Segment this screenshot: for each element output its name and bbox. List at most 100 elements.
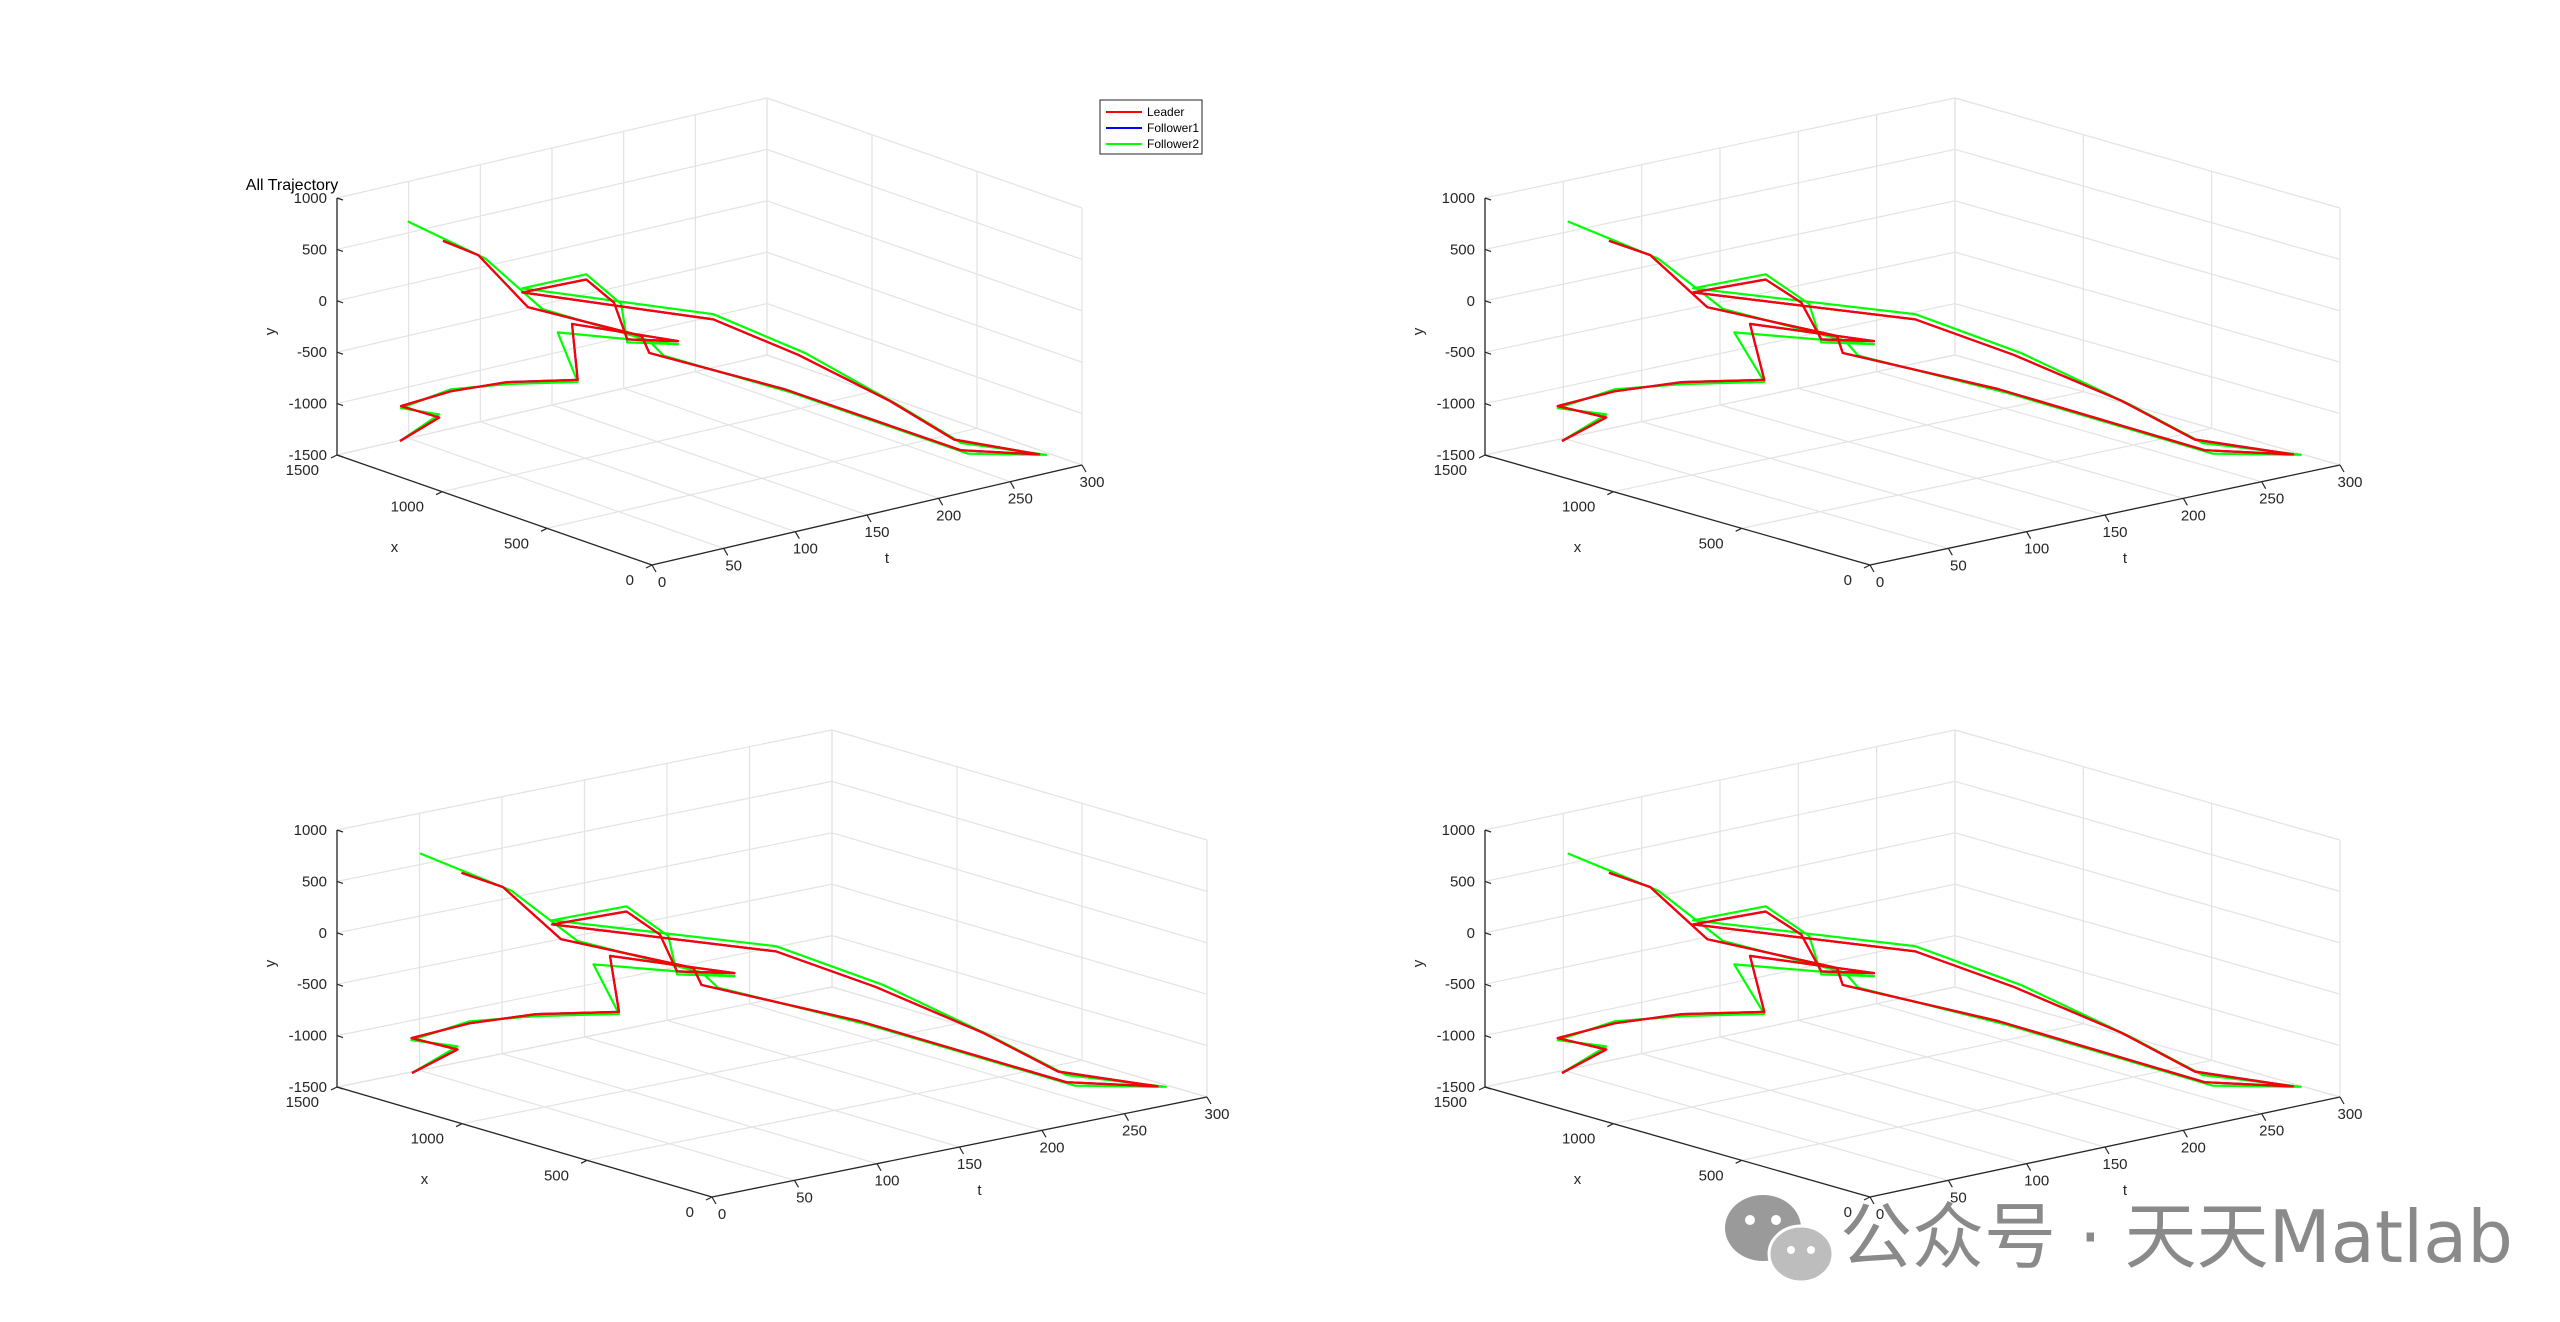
grid-line <box>336 303 768 405</box>
x-tick-label: 0 <box>1844 1204 1852 1221</box>
grid-line <box>336 729 833 831</box>
x-tick-label: 1500 <box>286 1094 319 1111</box>
x-tick <box>1735 527 1742 532</box>
grid-line <box>1954 251 2341 363</box>
grid-line <box>1954 200 2341 312</box>
grid-line <box>766 148 1083 260</box>
grid-line <box>1484 148 1956 250</box>
x-tick <box>580 1159 588 1164</box>
t-tick-label: 200 <box>936 507 961 524</box>
grid-line <box>623 387 939 499</box>
y-tick <box>336 1086 344 1090</box>
grid-line <box>766 97 1083 209</box>
x-axis-label: x <box>1574 1171 1582 1188</box>
grid-line <box>1484 354 1956 456</box>
grid-line <box>1954 303 2341 415</box>
x-tick-label: 1500 <box>286 462 319 479</box>
grid-line <box>1954 148 2341 260</box>
x-tick-label: 1000 <box>1562 499 1595 516</box>
grid-line <box>1641 421 2027 533</box>
legend: Leader Follower1 Follower2 <box>1099 99 1203 155</box>
t-tick-label: 100 <box>793 541 818 558</box>
series-leader <box>399 239 1041 456</box>
grid-line <box>831 780 1208 892</box>
t-tick-label: 250 <box>1008 491 1033 508</box>
x-tick-label: 500 <box>544 1167 569 1184</box>
t-tick-label: 200 <box>2181 1139 2206 1156</box>
y-axis-label: y <box>1410 959 1427 967</box>
t-tick-label: 250 <box>2259 1123 2284 1140</box>
y-tick-label: 500 <box>1450 241 1475 258</box>
grid-lines <box>1484 97 2341 566</box>
y-tick-label: 500 <box>1450 873 1475 890</box>
grid-line <box>1741 1059 2212 1161</box>
y-tick <box>1484 197 1492 201</box>
series-follower1 <box>1556 871 2295 1088</box>
x-axis-line <box>336 1086 713 1198</box>
x-tick-label: 500 <box>504 535 529 552</box>
t-tick <box>1869 1196 1875 1205</box>
t-tick <box>1947 1180 1953 1188</box>
y-tick-label: 1000 <box>1442 190 1475 207</box>
grid-line <box>1484 986 1956 1088</box>
x-tick-label: 1000 <box>411 1131 444 1148</box>
y-tick <box>1484 248 1492 252</box>
t-tick <box>876 1163 882 1171</box>
t-tick-label: 100 <box>2024 1173 2049 1190</box>
y-tick <box>336 983 344 987</box>
t-tick-label: 150 <box>2102 1156 2127 1173</box>
t-tick <box>723 548 729 556</box>
series-follower2 <box>1556 220 2302 456</box>
y-tick <box>1484 983 1492 987</box>
grid-line <box>1719 1036 2106 1148</box>
x-axis-label: x <box>1574 539 1582 556</box>
t-tick-label: 50 <box>1950 1189 1967 1206</box>
grid-line <box>1613 1023 2084 1125</box>
grid-line <box>1954 729 2341 841</box>
grid-line <box>1954 97 2341 209</box>
x-tick <box>330 454 338 459</box>
grid-line <box>766 200 1083 312</box>
y-tick-label: -1500 <box>1437 1079 1475 1096</box>
axes-container: 050100150200250300050010001500-1500-1000… <box>246 97 2363 1223</box>
grid-line <box>1954 832 2341 944</box>
grid-line <box>666 1019 1043 1131</box>
grid-line <box>1954 780 2341 892</box>
y-tick-label: 0 <box>319 925 327 942</box>
t-tick <box>1081 464 1087 473</box>
t-tick-label: 50 <box>796 1189 813 1206</box>
grid-line <box>551 404 868 516</box>
grid-line <box>766 251 1083 363</box>
t-tick <box>2104 1146 2110 1155</box>
grid-line <box>1641 1053 2027 1165</box>
axes-4: 0 50 100 150 200 250 300 0 500 1000 1500-1500 -1000… <box>1410 729 2363 1223</box>
x-tick <box>435 491 443 496</box>
t-tick-label: 0 <box>1876 574 1884 591</box>
t-tick-label: 150 <box>864 524 889 541</box>
y-tick <box>336 197 344 201</box>
t-tick <box>2182 498 2188 506</box>
x-tick <box>1607 1123 1614 1128</box>
x-tick <box>1478 454 1486 459</box>
t-tick-label: 50 <box>725 557 742 574</box>
t-tick-label: 50 <box>1950 557 1967 574</box>
y-tick <box>1484 300 1492 304</box>
t-tick <box>793 1180 800 1188</box>
x-tick <box>705 1196 713 1201</box>
x-tick-label: 1500 <box>1434 1094 1467 1111</box>
t-axis-label: t <box>885 550 890 567</box>
grid-lines <box>336 97 1083 566</box>
t-tick <box>651 564 657 573</box>
grid-line <box>336 97 768 199</box>
t-tick-label: 100 <box>2024 541 2049 558</box>
grid-line <box>1719 404 2106 516</box>
grid-line <box>336 200 768 302</box>
y-tick <box>1484 403 1492 407</box>
t-tick <box>2026 531 2032 539</box>
t-tick-label: 300 <box>1204 1106 1229 1123</box>
grid-line <box>1563 1069 1949 1181</box>
t-tick-label: 200 <box>2181 507 2206 524</box>
x-tick-label: 1500 <box>1434 462 1467 479</box>
grid-line <box>1954 354 2341 466</box>
